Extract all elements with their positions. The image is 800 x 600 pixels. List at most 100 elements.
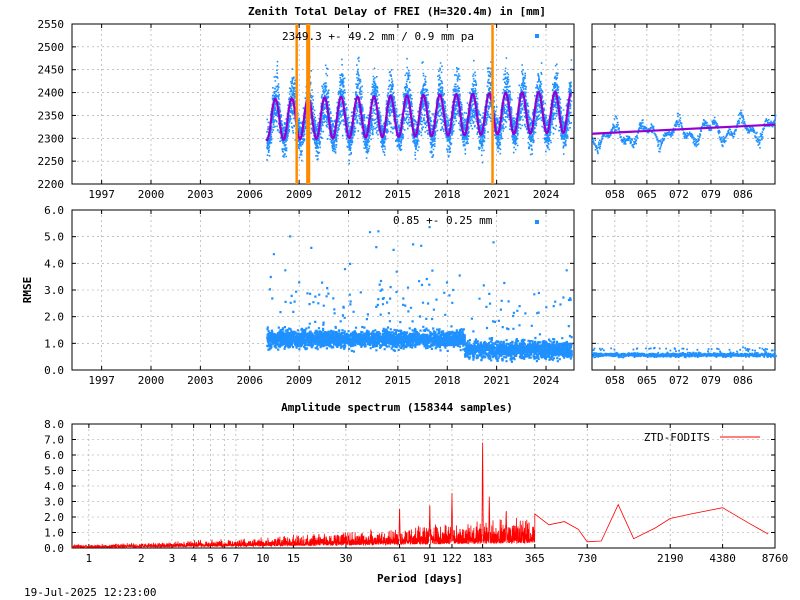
y-tick-label: 3.0	[44, 284, 64, 297]
x-tick-label: 079	[701, 374, 721, 387]
x-tick-label: 2018	[434, 188, 461, 201]
x-tick-label: 122	[442, 552, 462, 565]
rmse-ylabel: RMSE	[21, 277, 34, 304]
plot-frame	[71, 23, 575, 185]
x-tick-label: 730	[577, 552, 597, 565]
x-tick-label: 30	[339, 552, 352, 565]
y-tick-label: 7.0	[44, 434, 64, 447]
y-tick-label: 0.0	[44, 364, 64, 377]
x-tick-label: 2009	[286, 188, 313, 201]
y-tick-label: 2250	[38, 155, 65, 168]
x-tick-label: 2006	[237, 374, 264, 387]
x-tick-label: 10	[256, 552, 269, 565]
y-tick-label: 1.0	[44, 337, 64, 350]
y-axis-ticks	[592, 209, 775, 371]
x-tick-label: 2000	[138, 374, 165, 387]
y-tick-label: 2400	[38, 87, 65, 100]
ztd-stats-annotation: 2349.3 +- 49.2 mm / 0.9 mm pa	[282, 30, 474, 43]
x-tick-label: 2015	[385, 188, 412, 201]
y-tick-label: 6.0	[44, 204, 64, 217]
x-axis-ticks: 1 2 3 4 5 6 7 10 15 30 61 91 122 183 365 730 2190 4380 876…	[86, 424, 789, 565]
y-axis-ticks: 0.0 1.0 2.0 3.0 4.0 5.0 6.0 7.0 8.0	[44, 418, 775, 555]
y-tick-label: 4.0	[44, 257, 64, 270]
footer-timestamp: 19-Jul-2025 12:23:00	[24, 586, 156, 599]
x-tick-label: 2	[138, 552, 145, 565]
y-tick-label: 6.0	[44, 449, 64, 462]
x-tick-label: 1997	[88, 188, 115, 201]
y-axis-ticks: 2200 2250 2300 2350 2400 2450 2500 2550	[38, 18, 574, 191]
x-tick-label: 7	[233, 552, 240, 565]
x-tick-label: 072	[669, 374, 689, 387]
x-tick-label: 8760	[762, 552, 789, 565]
y-tick-label: 2.0	[44, 511, 64, 524]
y-tick-label: 2450	[38, 64, 65, 77]
x-tick-label: 058	[605, 188, 625, 201]
y-tick-label: 0.0	[44, 542, 64, 555]
x-axis-ticks: 1997 2000 2003 2006 2009 2012 2015 2018 2021 2024	[88, 24, 560, 201]
x-tick-label: 2006	[237, 188, 264, 201]
y-tick-label: 2200	[38, 178, 65, 191]
y-axis-ticks: 0.0 1.0 2.0 3.0 4.0 5.0 6.0	[44, 204, 574, 377]
x-tick-label: 2015	[385, 374, 412, 387]
x-tick-label: 086	[733, 374, 753, 387]
rmse-data-points	[266, 226, 573, 363]
x-tick-label: 2190	[657, 552, 684, 565]
x-tick-label: 4380	[709, 552, 736, 565]
x-tick-label: 2021	[483, 374, 510, 387]
grid-lines	[592, 23, 775, 185]
y-tick-label: 2300	[38, 132, 65, 145]
x-tick-label: 086	[733, 188, 753, 201]
x-axis-ticks: 1997 2000 2003 2006 2009 2012 2015 2018 2021 2024	[88, 210, 560, 387]
x-tick-label: 079	[701, 188, 721, 201]
x-tick-label: 5	[207, 552, 214, 565]
y-tick-label: 5.0	[44, 465, 64, 478]
ztd-legend-swatch	[535, 34, 539, 38]
x-tick-label: 1997	[88, 374, 115, 387]
rmse-stats-annotation: 0.85 +- 0.25 mm	[393, 214, 493, 227]
ztd-title: Zenith Total Delay of FREI (H=320.4m) in…	[248, 5, 546, 18]
grid-lines	[592, 209, 775, 371]
spectrum-xlabel: Period [days]	[377, 572, 463, 585]
ztd-recent-points	[592, 109, 777, 155]
x-tick-label: 065	[637, 374, 657, 387]
x-tick-label: 6	[221, 552, 228, 565]
x-tick-label: 91	[423, 552, 436, 565]
spectrum-legend-label: ZTD-FODITS	[644, 431, 710, 444]
panel-spectrum: 1 2 3 4 5 6 7 10 15 30 61 91 122 183 365 730 2190 4380 876…	[44, 418, 788, 565]
y-tick-label: 2500	[38, 41, 65, 54]
x-tick-label: 1	[86, 552, 93, 565]
plot-frame	[591, 23, 776, 185]
y-tick-label: 5.0	[44, 231, 64, 244]
y-tick-label: 1.0	[44, 527, 64, 540]
x-tick-label: 2003	[187, 188, 214, 201]
x-tick-label: 15	[287, 552, 300, 565]
y-tick-label: 3.0	[44, 496, 64, 509]
y-tick-label: 8.0	[44, 418, 64, 431]
panel-rmse: 1997 2000 2003 2006 2009 2012 2015 2018 2021 2024…	[21, 204, 575, 387]
x-tick-label: 2003	[187, 374, 214, 387]
y-tick-label: 4.0	[44, 480, 64, 493]
x-tick-label: 2012	[335, 188, 362, 201]
spectrum-line	[71, 442, 769, 549]
x-tick-label: 183	[473, 552, 493, 565]
ztd-seasonal-model	[265, 90, 572, 142]
x-tick-label: 4	[190, 552, 197, 565]
x-tick-label: 2012	[335, 374, 362, 387]
x-tick-label: 065	[637, 188, 657, 201]
y-axis-ticks	[592, 23, 775, 185]
x-tick-label: 2021	[483, 188, 510, 201]
x-tick-label: 365	[525, 552, 545, 565]
y-tick-label: 2.0	[44, 311, 64, 324]
rmse-legend-swatch	[535, 220, 539, 224]
x-tick-label: 2000	[138, 188, 165, 201]
panel-ztd-recent: 058 065 072 079 086	[591, 23, 777, 201]
y-tick-label: 2550	[38, 18, 65, 31]
ztd-recent-model	[591, 123, 776, 135]
x-tick-label: 2018	[434, 374, 461, 387]
x-tick-label: 072	[669, 188, 689, 201]
rmse-recent-points	[592, 346, 777, 359]
x-axis-ticks: 058 065 072 079 086	[605, 210, 753, 387]
panel-ztd: 1997 2000 2003 2006 2009 2012 2015 2018 2021 2024…	[38, 18, 575, 201]
x-tick-label: 3	[169, 552, 176, 565]
